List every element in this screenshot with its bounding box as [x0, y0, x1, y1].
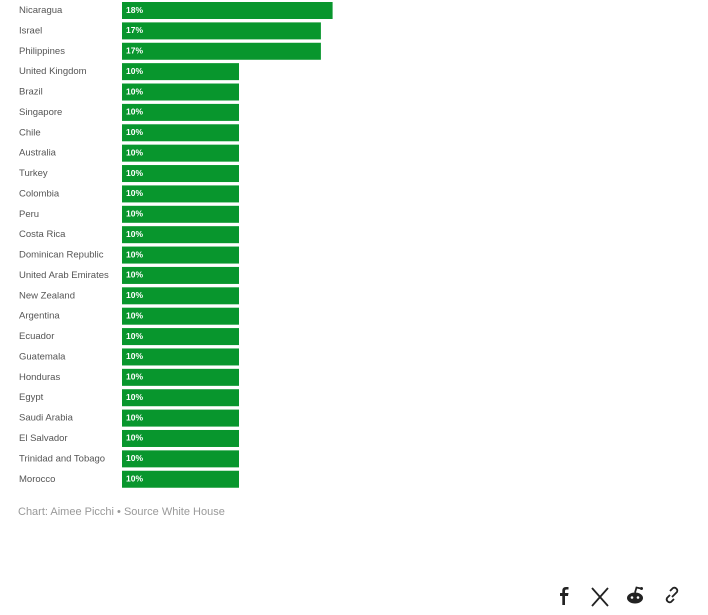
- bar: [122, 348, 239, 366]
- share-x[interactable]: [591, 587, 609, 607]
- bar: [122, 42, 321, 60]
- bar: [122, 409, 239, 427]
- category-label: Australia: [19, 148, 57, 159]
- value-label: 10%: [126, 290, 143, 300]
- value-label: 10%: [126, 331, 143, 341]
- bar: [122, 144, 239, 162]
- bar: [122, 205, 239, 223]
- category-label: Peru: [19, 209, 39, 220]
- category-label: Philippines: [19, 46, 65, 57]
- bar: [122, 450, 239, 468]
- share-facebook[interactable]: [560, 587, 569, 605]
- value-label: 10%: [126, 86, 143, 96]
- category-label: El Salvador: [19, 433, 68, 444]
- value-label: 10%: [126, 473, 143, 483]
- category-label: Israel: [19, 25, 42, 36]
- bar: [122, 83, 239, 101]
- category-label: Costa Rica: [19, 229, 66, 240]
- category-label: Trinidad and Tobago: [19, 453, 105, 464]
- category-label: Chile: [19, 127, 41, 138]
- bar: [122, 287, 239, 305]
- category-label: Guatemala: [19, 351, 66, 362]
- bar: [122, 470, 239, 488]
- bar: [122, 124, 239, 142]
- category-label: Honduras: [19, 372, 60, 383]
- value-label: 10%: [126, 310, 143, 320]
- category-label: Egypt: [19, 392, 44, 403]
- value-label: 10%: [126, 127, 143, 137]
- value-label: 10%: [126, 249, 143, 259]
- category-label: Dominican Republic: [19, 250, 104, 261]
- value-label: 17%: [126, 25, 143, 35]
- value-label: 18%: [126, 5, 143, 15]
- bar: [122, 226, 239, 244]
- category-label: United Kingdom: [19, 66, 87, 77]
- category-label: Argentina: [19, 311, 60, 322]
- value-label: 10%: [126, 392, 143, 402]
- share-reddit[interactable]: [627, 586, 643, 604]
- bar: [122, 103, 239, 121]
- category-label: Morocco: [19, 474, 55, 485]
- value-label: 10%: [126, 412, 143, 422]
- bar: [122, 63, 239, 81]
- value-label: 10%: [126, 433, 143, 443]
- bar: [122, 2, 333, 19]
- category-label: Turkey: [19, 168, 48, 179]
- category-label: Singapore: [19, 107, 62, 118]
- category-label: Ecuador: [19, 331, 54, 342]
- value-label: 10%: [126, 168, 143, 178]
- value-label: 10%: [126, 351, 143, 361]
- value-label: 10%: [126, 270, 143, 280]
- value-label: 10%: [126, 453, 143, 463]
- category-label: United Arab Emirates: [19, 270, 109, 281]
- bar: [122, 429, 239, 447]
- copy-link[interactable]: [665, 586, 679, 604]
- category-label: Saudi Arabia: [19, 413, 74, 424]
- bar: [122, 368, 239, 386]
- category-label: Nicaragua: [19, 5, 63, 16]
- category-label: New Zealand: [19, 290, 75, 301]
- value-label: 10%: [126, 147, 143, 157]
- caption: Chart: Aimee Picchi • Source White House: [18, 506, 225, 518]
- value-label: 17%: [126, 46, 143, 56]
- value-label: 10%: [126, 372, 143, 382]
- category-label: Brazil: [19, 87, 43, 98]
- value-label: 10%: [126, 229, 143, 239]
- value-label: 10%: [126, 107, 143, 117]
- bar: [122, 246, 239, 264]
- bar: [122, 328, 239, 346]
- value-label: 10%: [126, 188, 143, 198]
- bar: [122, 307, 239, 325]
- value-label: 10%: [126, 209, 143, 219]
- bar: [122, 266, 239, 284]
- bar: [122, 185, 239, 203]
- category-label: Colombia: [19, 188, 60, 199]
- bar: [122, 389, 239, 407]
- bar: [122, 22, 321, 40]
- value-label: 10%: [126, 66, 143, 76]
- bar: [122, 165, 239, 183]
